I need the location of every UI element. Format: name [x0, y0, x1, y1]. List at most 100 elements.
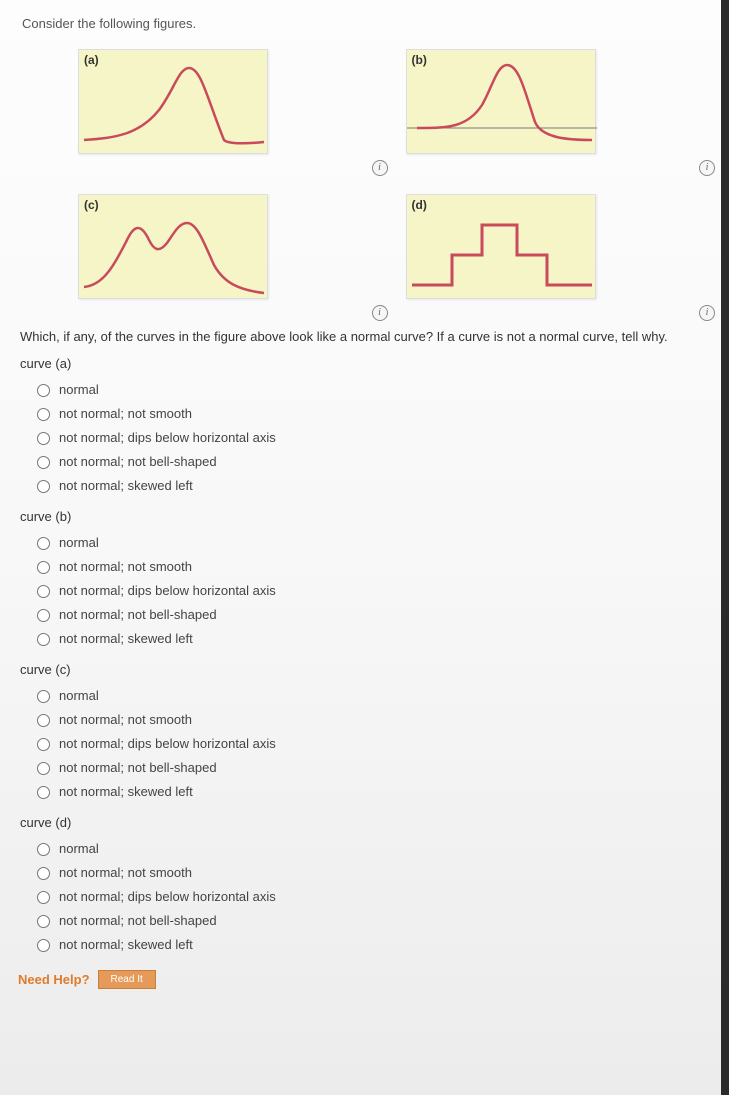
- figure-c-box: [78, 194, 268, 299]
- option-radio[interactable]: [37, 915, 50, 928]
- option-label: not normal; dips below horizontal axis: [59, 583, 276, 598]
- info-icon[interactable]: i: [699, 305, 715, 321]
- need-help-row: Need Help? Read It: [18, 970, 703, 989]
- option-radio[interactable]: [37, 867, 50, 880]
- option-label: not normal; not smooth: [59, 559, 192, 574]
- figure-b-cell: (b) i: [406, 49, 674, 154]
- figure-b-box: [406, 49, 596, 154]
- option-radio[interactable]: [37, 585, 50, 598]
- option-radio[interactable]: [37, 432, 50, 445]
- intro-text: Consider the following figures.: [22, 16, 703, 31]
- option-row[interactable]: not normal; dips below horizontal axis: [32, 425, 703, 449]
- option-label: not normal; skewed left: [59, 631, 193, 646]
- figure-d-box: [406, 194, 596, 299]
- figures-grid: (a) i (b) i (c): [18, 49, 703, 299]
- question-text: Which, if any, of the curves in the figu…: [20, 329, 703, 344]
- option-radio[interactable]: [37, 633, 50, 646]
- option-row[interactable]: not normal; skewed left: [32, 473, 703, 497]
- option-label: not normal; skewed left: [59, 478, 193, 493]
- figure-a-box: [78, 49, 268, 154]
- question-page: Consider the following figures. (a) i (b…: [0, 0, 729, 1095]
- option-row[interactable]: normal: [32, 836, 703, 860]
- option-radio[interactable]: [37, 762, 50, 775]
- option-label: normal: [59, 841, 99, 856]
- option-label: not normal; not bell-shaped: [59, 454, 217, 469]
- option-label: not normal; skewed left: [59, 784, 193, 799]
- option-row[interactable]: not normal; not smooth: [32, 860, 703, 884]
- group-label-a: curve (a): [20, 356, 703, 371]
- option-label: not normal; not bell-shaped: [59, 913, 217, 928]
- group-label-b: curve (b): [20, 509, 703, 524]
- option-label: not normal; not smooth: [59, 712, 192, 727]
- need-help-label: Need Help?: [18, 972, 90, 987]
- figure-a-cell: (a) i: [78, 49, 346, 154]
- figure-d-label: (d): [412, 198, 427, 212]
- figure-a-svg: [79, 50, 269, 155]
- option-row[interactable]: not normal; not bell-shaped: [32, 908, 703, 932]
- option-row[interactable]: not normal; not smooth: [32, 554, 703, 578]
- figure-b-svg: [407, 50, 597, 155]
- options-group-a: normal not normal; not smooth not normal; …: [32, 377, 703, 497]
- option-radio[interactable]: [37, 786, 50, 799]
- read-it-button[interactable]: Read It: [98, 970, 156, 989]
- group-label-c: curve (c): [20, 662, 703, 677]
- option-radio[interactable]: [37, 714, 50, 727]
- option-label: not normal; not smooth: [59, 865, 192, 880]
- option-row[interactable]: not normal; not bell-shaped: [32, 755, 703, 779]
- option-radio[interactable]: [37, 561, 50, 574]
- option-label: not normal; dips below horizontal axis: [59, 430, 276, 445]
- option-row[interactable]: not normal; dips below horizontal axis: [32, 578, 703, 602]
- option-row[interactable]: not normal; not smooth: [32, 707, 703, 731]
- option-row[interactable]: not normal; skewed left: [32, 779, 703, 803]
- option-radio[interactable]: [37, 480, 50, 493]
- option-row[interactable]: normal: [32, 530, 703, 554]
- options-group-b: normal not normal; not smooth not normal; …: [32, 530, 703, 650]
- info-icon[interactable]: i: [372, 160, 388, 176]
- option-row[interactable]: not normal; skewed left: [32, 626, 703, 650]
- info-icon[interactable]: i: [699, 160, 715, 176]
- options-group-d: normal not normal; not smooth not normal; …: [32, 836, 703, 956]
- figure-c-curve: [84, 223, 264, 293]
- figure-c-label: (c): [84, 198, 99, 212]
- option-label: not normal; dips below horizontal axis: [59, 889, 276, 904]
- option-label: not normal; not bell-shaped: [59, 760, 217, 775]
- option-row[interactable]: normal: [32, 377, 703, 401]
- option-radio[interactable]: [37, 384, 50, 397]
- figure-b-label: (b): [412, 53, 427, 67]
- figure-b-curve: [417, 65, 592, 140]
- figure-d-cell: (d) i: [406, 194, 674, 299]
- option-label: normal: [59, 382, 99, 397]
- option-row[interactable]: not normal; dips below horizontal axis: [32, 884, 703, 908]
- option-label: not normal; skewed left: [59, 937, 193, 952]
- option-label: normal: [59, 535, 99, 550]
- option-radio[interactable]: [37, 456, 50, 469]
- option-row[interactable]: normal: [32, 683, 703, 707]
- figure-c-cell: (c) i: [78, 194, 346, 299]
- option-row[interactable]: not normal; not bell-shaped: [32, 602, 703, 626]
- option-radio[interactable]: [37, 690, 50, 703]
- group-label-d: curve (d): [20, 815, 703, 830]
- option-row[interactable]: not normal; not bell-shaped: [32, 449, 703, 473]
- option-label: not normal; not smooth: [59, 406, 192, 421]
- option-row[interactable]: not normal; skewed left: [32, 932, 703, 956]
- option-radio[interactable]: [37, 609, 50, 622]
- figure-a-label: (a): [84, 53, 99, 67]
- option-radio[interactable]: [37, 843, 50, 856]
- option-label: not normal; dips below horizontal axis: [59, 736, 276, 751]
- option-row[interactable]: not normal; not smooth: [32, 401, 703, 425]
- option-label: normal: [59, 688, 99, 703]
- option-row[interactable]: not normal; dips below horizontal axis: [32, 731, 703, 755]
- option-radio[interactable]: [37, 891, 50, 904]
- option-radio[interactable]: [37, 738, 50, 751]
- figure-a-curve: [84, 68, 264, 143]
- figure-c-svg: [79, 195, 269, 300]
- option-label: not normal; not bell-shaped: [59, 607, 217, 622]
- figure-d-curve: [412, 225, 592, 285]
- options-group-c: normal not normal; not smooth not normal; …: [32, 683, 703, 803]
- info-icon[interactable]: i: [372, 305, 388, 321]
- figure-d-svg: [407, 195, 597, 300]
- option-radio[interactable]: [37, 939, 50, 952]
- option-radio[interactable]: [37, 537, 50, 550]
- answer-groups: curve (a) normal not normal; not smooth not…: [18, 356, 703, 956]
- option-radio[interactable]: [37, 408, 50, 421]
